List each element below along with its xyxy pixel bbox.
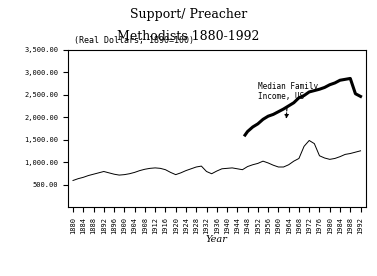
Text: Support/ Preacher: Support/ Preacher [130, 8, 247, 21]
X-axis label: Year: Year [206, 235, 228, 244]
Text: Methodists 1880-1992: Methodists 1880-1992 [117, 30, 260, 43]
Text: (Real Dollars, 1890=100): (Real Dollars, 1890=100) [74, 36, 194, 45]
Text: Median Family
Income, US: Median Family Income, US [258, 82, 318, 118]
